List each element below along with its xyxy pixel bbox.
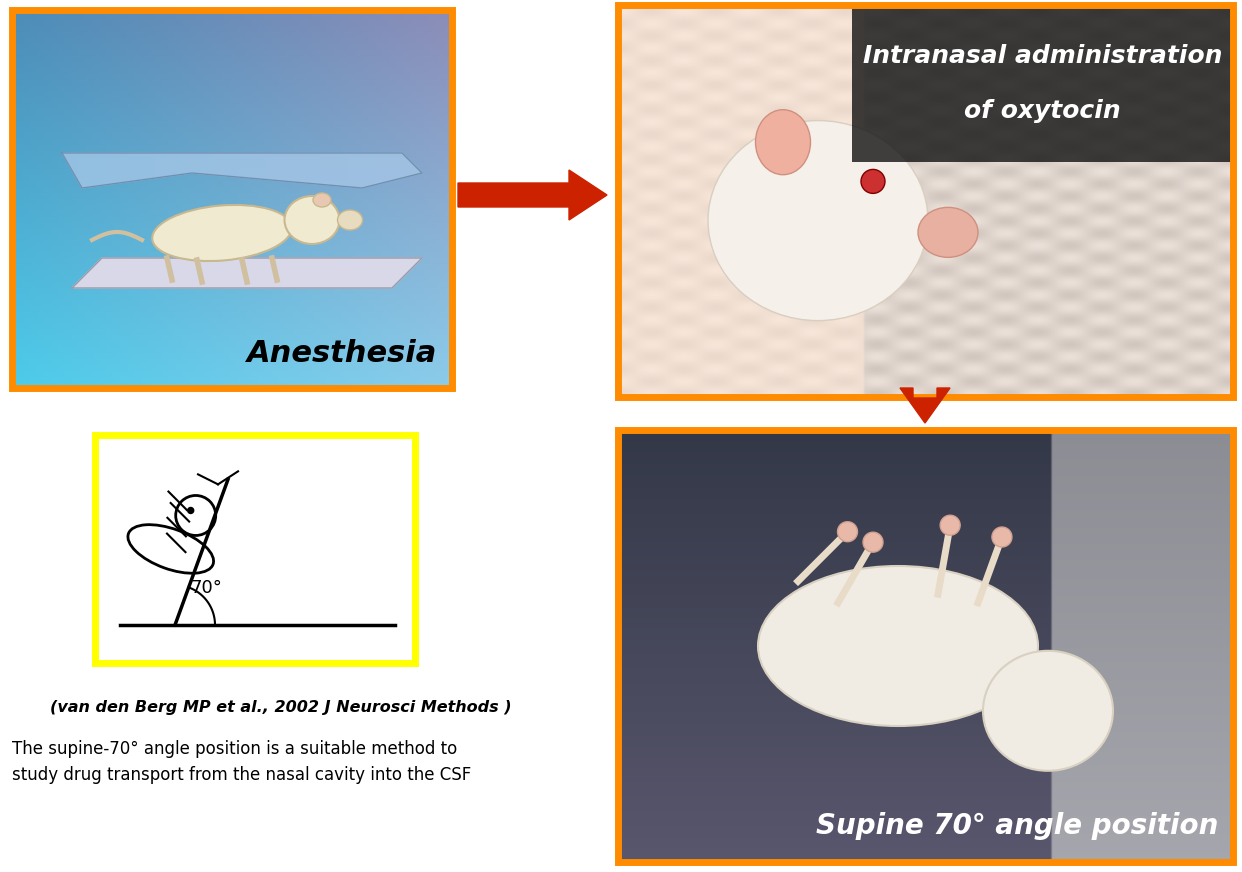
Text: (van den Berg MP et al., 2002 J Neurosci Methods ): (van den Berg MP et al., 2002 J Neurosci… [50, 700, 512, 715]
Ellipse shape [313, 193, 332, 207]
Circle shape [861, 169, 886, 194]
Ellipse shape [708, 120, 928, 321]
Text: Intranasal administration: Intranasal administration [863, 44, 1222, 68]
Text: Supine 70° angle position: Supine 70° angle position [816, 812, 1218, 840]
Ellipse shape [755, 110, 811, 174]
Ellipse shape [982, 651, 1113, 771]
FancyArrow shape [900, 388, 950, 423]
Bar [619, 430, 1233, 862]
Ellipse shape [153, 205, 292, 261]
Circle shape [837, 521, 857, 542]
Text: study drug transport from the nasal cavity into the CSF: study drug transport from the nasal cavi… [12, 766, 471, 784]
Bar [12, 10, 452, 388]
Polygon shape [62, 153, 422, 188]
Ellipse shape [758, 566, 1038, 726]
Circle shape [863, 532, 883, 552]
Ellipse shape [918, 208, 977, 257]
Ellipse shape [338, 210, 363, 230]
Bar [94, 435, 415, 663]
Bar [852, 5, 1233, 162]
FancyArrow shape [458, 170, 607, 220]
Circle shape [992, 527, 1012, 547]
Text: of oxytocin: of oxytocin [964, 99, 1120, 123]
Polygon shape [72, 258, 422, 288]
Circle shape [940, 515, 960, 535]
Ellipse shape [284, 196, 339, 244]
Circle shape [188, 508, 194, 514]
Text: Anesthesia: Anesthesia [247, 339, 437, 368]
Bar [619, 5, 1233, 397]
Text: 70°: 70° [190, 579, 222, 597]
Text: The supine-70° angle position is a suitable method to: The supine-70° angle position is a suita… [12, 740, 457, 758]
